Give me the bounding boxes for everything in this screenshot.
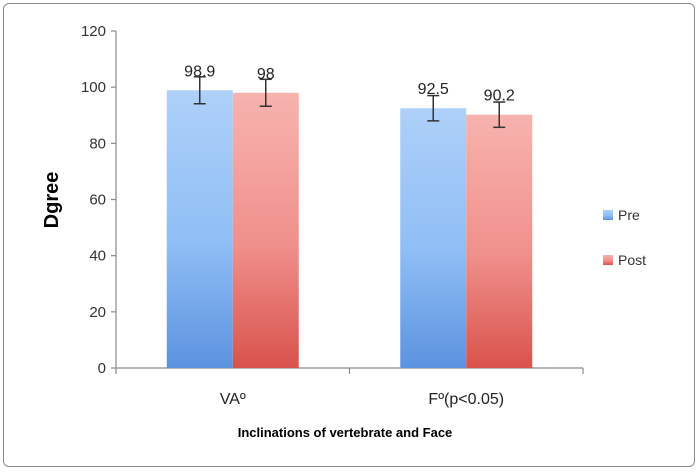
legend-swatch-post xyxy=(603,255,613,265)
x-tick-label: Fº(p<0.05) xyxy=(428,391,504,408)
legend-swatch-pre xyxy=(603,210,613,220)
x-axis-label: Inclinations of vertebrate and Face xyxy=(238,425,453,440)
data-label: 90.2 xyxy=(484,88,515,105)
data-label: 98 xyxy=(257,66,275,83)
legend: Pre Post xyxy=(603,207,646,268)
data-labels: 98.9 98 92.5 90.2 xyxy=(184,63,515,104)
data-label: 92.5 xyxy=(418,81,449,98)
chart-frame xyxy=(3,3,695,467)
y-tick-label: 80 xyxy=(89,135,106,152)
x-tick-label: VAº xyxy=(220,391,246,408)
y-tick-label: 40 xyxy=(89,248,106,265)
bar-pre xyxy=(166,90,233,369)
data-label: 98.9 xyxy=(184,63,215,80)
y-tick-label: 120 xyxy=(81,23,106,40)
bars xyxy=(166,90,533,369)
y-tick-label: 100 xyxy=(81,79,106,96)
bar-post xyxy=(466,114,533,369)
y-tick-label: 0 xyxy=(98,360,106,377)
legend-label: Pre xyxy=(618,207,640,223)
legend-label: Post xyxy=(618,252,646,268)
y-tick-label: 60 xyxy=(89,192,106,209)
y-tick-label: 20 xyxy=(89,304,106,321)
bar-pre xyxy=(400,108,467,369)
error-bars xyxy=(193,76,506,129)
bar-post xyxy=(232,92,299,369)
y-axis-label: Dgree xyxy=(41,172,63,229)
